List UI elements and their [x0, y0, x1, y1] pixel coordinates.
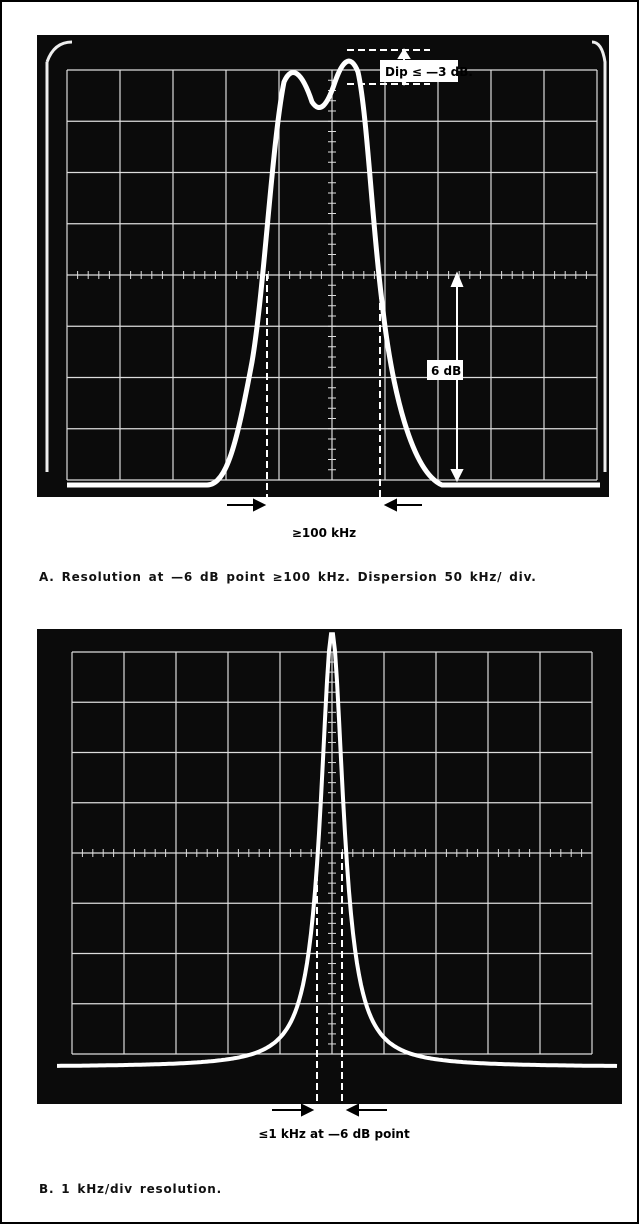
dip-box: [380, 60, 458, 82]
graticule-b: [71, 651, 593, 1055]
trace-b: [57, 632, 618, 1068]
width-arrows-a: [227, 498, 422, 512]
scope-photo-b: [37, 629, 622, 1104]
trace-a: [67, 58, 600, 488]
scope-photo-a: [37, 35, 609, 497]
markers-a: [266, 49, 430, 497]
raster-edge: [45, 40, 607, 472]
width-label-a: ≥100 kHz: [292, 526, 356, 540]
dip-label: Dip ≤ —3 dB.: [385, 65, 473, 79]
caption-b: B. 1 kHz/div resolution.: [39, 1182, 222, 1196]
caption-a: A. Resolution at —6 dB point ≥100 kHz. D…: [39, 570, 537, 584]
graticule-a: [66, 69, 598, 481]
level-label: 6 dB: [431, 364, 461, 378]
width-arrows-b: [272, 1103, 387, 1117]
width-label-b: ≤1 kHz at —6 dB point: [258, 1127, 410, 1141]
level-box: [427, 360, 463, 380]
